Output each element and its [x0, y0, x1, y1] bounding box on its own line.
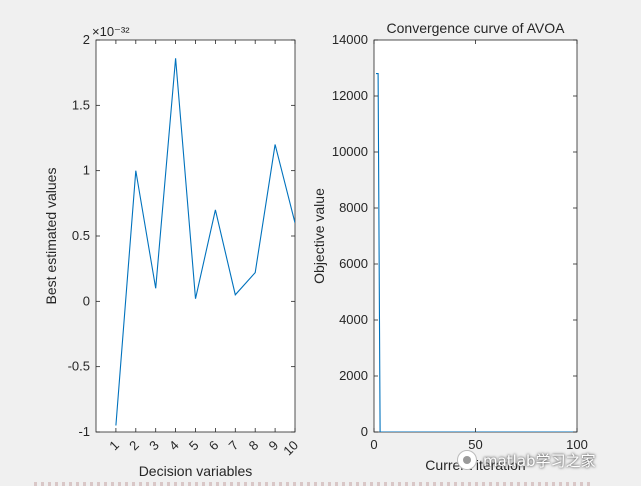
- y-tick-label: 2: [83, 32, 90, 47]
- y-tick-label: 10000: [332, 144, 368, 159]
- plot-area: [95, 39, 296, 433]
- x-tick-label: 3: [146, 438, 162, 454]
- x-tick-label: 9: [265, 438, 281, 454]
- x-tick-label: 1: [106, 438, 122, 454]
- x-axis-label: Decision variables: [139, 463, 253, 479]
- watermark-text: matlab学习之家: [483, 451, 596, 470]
- data-line: [376, 73, 577, 432]
- y-tick-label: -0.5: [68, 359, 90, 374]
- x-tick-label: 100: [566, 437, 588, 452]
- watermark: matlab学习之家: [457, 447, 632, 473]
- y-tick-label: 14000: [332, 32, 368, 47]
- y-tick-label: 2000: [339, 368, 368, 383]
- decorative-strip: [34, 482, 594, 486]
- series-layer: [115, 58, 295, 426]
- y-axis-label: Objective value: [311, 188, 327, 284]
- wechat-icon: [457, 450, 477, 470]
- y-tick-label: 1.5: [72, 97, 90, 112]
- y-tick-label: 1: [83, 163, 90, 178]
- convergence-curve-chart: 0 2000 4000 6000 8000 10000 12000 14000 0 50 100 C…: [311, 20, 588, 473]
- x-tick-label: 10: [280, 438, 301, 459]
- series-layer: [376, 73, 577, 432]
- y-axis-label: Best estimated values: [43, 168, 59, 305]
- y-tick-label: 0.5: [72, 228, 90, 243]
- x-tick-label: 8: [246, 438, 262, 454]
- ticks-layer: 0 2000 4000 6000 8000 10000 12000 14000 0 50 100: [332, 32, 588, 452]
- y-tick-label: 6000: [339, 256, 368, 271]
- x-tick-label: 50: [468, 437, 482, 452]
- y-tick-label: 8000: [339, 200, 368, 215]
- y-tick-label: 0: [361, 424, 368, 439]
- chart-title: Convergence curve of AVOA: [387, 20, 566, 36]
- data-line: [115, 58, 295, 426]
- x-tick-label: 4: [166, 438, 182, 454]
- x-tick-label: 7: [226, 438, 242, 454]
- y-tick-label: 12000: [332, 88, 368, 103]
- x-tick-label: 2: [126, 438, 142, 454]
- y-tick-label: 4000: [339, 312, 368, 327]
- y-tick-label: -1: [78, 424, 90, 439]
- x-tick-label: 5: [186, 438, 202, 454]
- plot-area: [373, 39, 578, 433]
- x-tick-label: 6: [206, 438, 222, 454]
- decision-variables-chart: -1-0.500.511.521 2 3 4 5 6 7 8 9 10 ×10⁻³² Decisi…: [43, 24, 301, 479]
- x-tick-label: 0: [370, 437, 377, 452]
- y-tick-label: 0: [83, 293, 90, 308]
- y-exponent-label: ×10⁻³²: [92, 24, 130, 39]
